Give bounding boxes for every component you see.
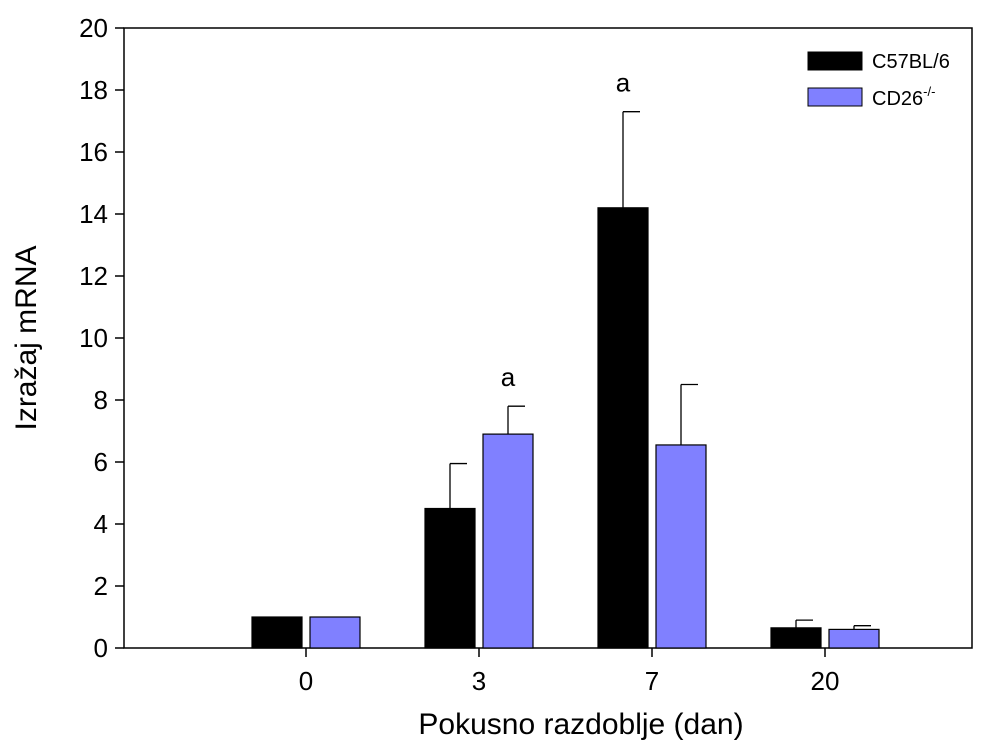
x-tick-label: 3 [472, 666, 486, 696]
legend-label-cd26: CD26-/- [872, 84, 935, 110]
bar-cd26-20 [828, 628, 880, 649]
y-tick-label: 10 [79, 323, 108, 353]
annotation-label: a [616, 68, 631, 98]
x-tick-label: 7 [645, 666, 659, 696]
y-tick-label: 8 [94, 385, 108, 415]
y-axis-title: Izražaj mRNA [10, 245, 43, 430]
bar-cd26-3 [482, 433, 534, 649]
y-tick-label: 20 [79, 13, 108, 43]
bars [251, 111, 880, 649]
y-axis: 0 2 4 6 8 10 12 14 16 18 20 [79, 13, 124, 663]
y-tick-label: 0 [94, 633, 108, 663]
legend-label-cd26-text: CD26 [872, 88, 923, 110]
bar-c57bl6-3 [424, 507, 476, 649]
legend-swatch-cd26 [807, 87, 863, 107]
y-tick-label: 16 [79, 137, 108, 167]
y-tick-label: 14 [79, 199, 108, 229]
y-tick-label: 2 [94, 571, 108, 601]
bar-c57bl6-7 [597, 207, 649, 649]
legend-swatch-c57bl6 [807, 51, 863, 71]
x-tick-label: 20 [811, 666, 840, 696]
x-axis: 0 3 7 20 [299, 648, 840, 696]
bar-c57bl6-20 [770, 627, 822, 649]
y-tick-label: 12 [79, 261, 108, 291]
legend-label-c57bl6: C57BL/6 [872, 51, 950, 73]
x-tick-label: 0 [299, 666, 313, 696]
plot-frame [123, 27, 973, 649]
y-tick-label: 6 [94, 447, 108, 477]
legend-label-cd26-sup: -/- [923, 84, 935, 99]
x-axis-title: Pokusno razdoblje (dan) [418, 708, 743, 741]
bar-cd26-0 [309, 616, 361, 649]
bar-c57bl6-0 [251, 616, 303, 649]
legend: C57BL/6 CD26-/- [807, 51, 950, 110]
y-tick-label: 18 [79, 75, 108, 105]
annotations: aa [501, 68, 631, 393]
bar-cd26-7 [655, 444, 707, 649]
y-tick-label: 4 [94, 509, 108, 539]
annotation-label: a [501, 362, 516, 392]
